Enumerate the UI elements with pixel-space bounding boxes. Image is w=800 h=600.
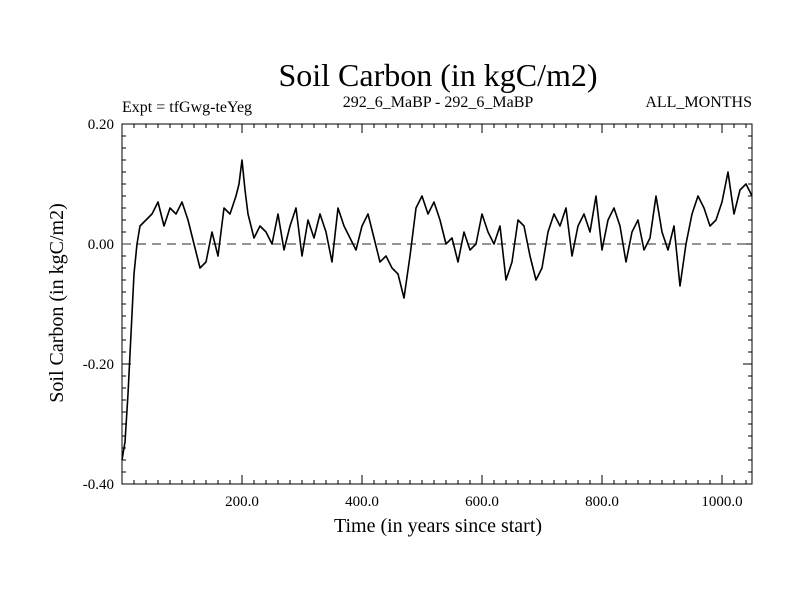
plot-area: 200.0 400.0 600.0 800.0 1000.0 0.20 0.00 -0.20 -… xyxy=(83,117,753,510)
plot-frame xyxy=(121,123,753,485)
x-tick-label: 600.0 xyxy=(465,494,499,510)
series-line xyxy=(121,159,753,461)
y-tick-label: -0.20 xyxy=(83,357,114,373)
chart-title: Soil Carbon (in kgC/m2) xyxy=(278,57,597,93)
months-label: ALL_MONTHS xyxy=(645,94,752,111)
x-tick-label: 200.0 xyxy=(225,494,259,510)
experiment-label: Expt = tfGwg-teYeg xyxy=(122,99,252,116)
y-tick-label: 0.00 xyxy=(88,237,114,253)
period-label: 292_6_MaBP - 292_6_MaBP xyxy=(343,94,534,111)
x-tick-label: 400.0 xyxy=(345,494,379,510)
x-tick-label: 800.0 xyxy=(585,494,619,510)
x-axis-label: Time (in years since start) xyxy=(334,515,542,537)
y-tick-label: 0.20 xyxy=(88,117,114,133)
x-tick-label: 1000.0 xyxy=(701,494,742,510)
y-axis-label: Soil Carbon (in kgC/m2) xyxy=(46,203,68,402)
y-tick-label: -0.40 xyxy=(83,477,114,493)
